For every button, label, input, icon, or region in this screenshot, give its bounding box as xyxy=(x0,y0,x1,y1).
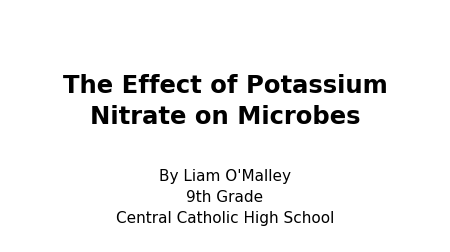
Text: By Liam O'Malley
9th Grade
Central Catholic High School: By Liam O'Malley 9th Grade Central Catho… xyxy=(116,168,334,225)
Text: The Effect of Potassium
Nitrate on Microbes: The Effect of Potassium Nitrate on Micro… xyxy=(63,74,387,128)
